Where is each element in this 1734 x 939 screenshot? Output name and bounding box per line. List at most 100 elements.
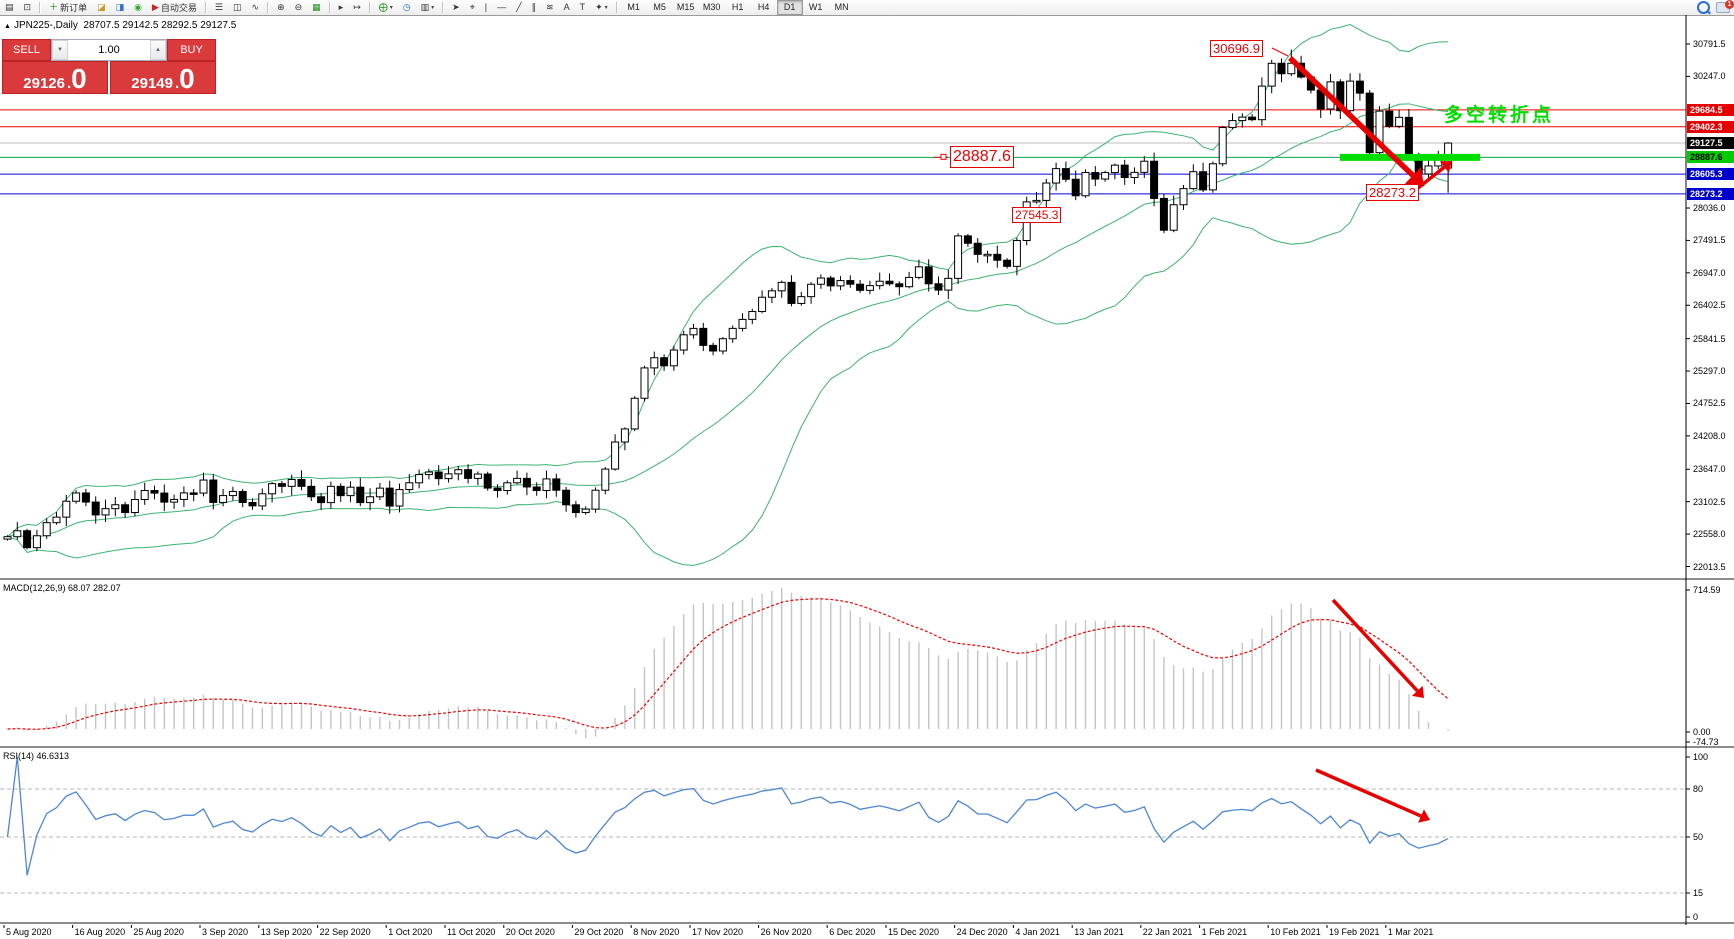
timeframe-d1[interactable]: D1 [776, 0, 803, 15]
timeframe-h1[interactable]: H1 [731, 2, 744, 12]
rsi-axis-label: 50 [1693, 832, 1704, 842]
new-order-button[interactable]: ＋新订单 [45, 0, 91, 15]
date-axis-label[interactable]: 5 Aug 2020 [6, 927, 52, 937]
timeframe-m15[interactable]: M15 [676, 2, 695, 12]
date-axis-label[interactable]: 25 Aug 2020 [133, 927, 184, 937]
bar-chart-icon[interactable]: ☰ [211, 0, 227, 15]
volume-input[interactable] [68, 40, 150, 60]
date-axis-label[interactable]: 29 Oct 2020 [574, 927, 624, 937]
templates-icon: ▥ [420, 2, 430, 12]
date-axis-label[interactable]: 17 Nov 2020 [692, 927, 744, 937]
volume-up-button[interactable]: ▲ [150, 40, 166, 60]
cursor-icon[interactable]: ➤ [448, 0, 464, 15]
date-axis-label[interactable]: 6 Dec 2020 [829, 927, 876, 937]
chart-styler-icon: ◪ [97, 2, 106, 12]
line-chart-icon[interactable]: ∿ [248, 0, 264, 15]
timeframe-mn[interactable]: MN [834, 2, 849, 12]
ohlc-values: 28707.5 29142.5 28292.5 29127.5 [83, 20, 237, 31]
date-axis-label[interactable]: 26 Nov 2020 [760, 927, 812, 937]
text-icon[interactable]: A [560, 0, 574, 15]
minor-price-label[interactable]: 27545.3 [1012, 207, 1062, 223]
date-axis-label[interactable]: 22 Jan 2021 [1142, 927, 1193, 937]
timeframe-m30[interactable]: M30 [702, 2, 721, 12]
collapse-arrow-icon[interactable]: ▲ [4, 23, 11, 30]
date-axis-label[interactable]: 24 Dec 2020 [956, 927, 1008, 937]
date-axis-label[interactable]: 20 Oct 2020 [505, 927, 555, 937]
profiles-icon[interactable]: ◨ [112, 0, 129, 15]
date-axis-label[interactable]: 4 Jan 2021 [1015, 927, 1060, 937]
peak-price-label[interactable]: 30696.9 [1210, 40, 1263, 57]
date-axis-label[interactable]: 11 Oct 2020 [447, 927, 496, 937]
add-indicator-icon[interactable]: ⨁ ▾ [375, 0, 397, 15]
search-icon[interactable] [1697, 1, 1710, 14]
notifications-icon[interactable]: 1 [1716, 0, 1734, 13]
zoom-in-icon[interactable]: ⊕ [273, 0, 289, 15]
date-axis-label[interactable]: 19 Feb 2021 [1329, 927, 1380, 937]
chart-window-icon[interactable]: ▤ [1, 0, 18, 15]
horizontal-line-icon[interactable]: ― [493, 0, 510, 15]
print-preview-icon[interactable]: ⊡ [20, 0, 36, 15]
time-periods-icon[interactable]: ◷ [399, 0, 415, 15]
price-axis-label: 28036.0 [1693, 203, 1726, 214]
channel-icon[interactable]: ∥ [528, 0, 541, 15]
price-axis-label: 24208.0 [1693, 430, 1726, 441]
shapes-icon: ✦ [595, 2, 603, 12]
date-axis-label[interactable]: 13 Sep 2020 [260, 927, 312, 937]
sell-price-big-digit: 0 [71, 63, 87, 94]
low-price-label[interactable]: 28273.2 [1366, 184, 1419, 201]
candlestick-chart-icon[interactable]: ◫ [229, 0, 246, 15]
templates-icon[interactable]: ▥ ▾ [417, 0, 439, 15]
support-price-label[interactable]: 28887.6 [950, 146, 1014, 168]
sell-button[interactable]: SELL [2, 39, 51, 61]
dropdown-caret-icon: ▾ [431, 5, 435, 11]
print-preview-icon: ⊡ [23, 2, 32, 12]
one-click-trading-panel: SELL ▼ ▲ BUY 29126.0 29149.0 [2, 39, 216, 94]
crosshair-icon[interactable]: ⌖ [466, 0, 479, 15]
text-label-icon[interactable]: T [576, 0, 590, 15]
date-axis-label[interactable]: 1 Mar 2021 [1387, 927, 1434, 937]
chart-styler-icon[interactable]: ◪ [93, 0, 110, 15]
add-indicator-icon: ⨁ [378, 2, 388, 12]
price-level-badge: 28887.6 [1687, 151, 1734, 164]
toolbar: ▤ ⊡ ＋新订单 ◪ ◨ ◉ ▶ 自动交易 ☰ ◫ ∿ ⊕ ⊖ ▦ ▸ ↦ ⨁ ▾ ◷ ▥ ▾ ➤ ⌖ | ― ╱ ∥ ≋ A T ✦ ▾ M1… [0, 0, 1734, 16]
buy-price[interactable]: 29149. 0 [110, 61, 216, 94]
autotrading-button[interactable]: ▶ 自动交易 [148, 0, 201, 15]
date-axis-label[interactable]: 1 Oct 2020 [388, 927, 433, 937]
price-axis-label: 25297.0 [1693, 366, 1726, 377]
buy-button[interactable]: BUY [167, 39, 216, 61]
fibonacci-icon[interactable]: ≋ [542, 0, 558, 15]
date-axis-label[interactable]: 13 Jan 2021 [1074, 927, 1124, 937]
trendline-icon[interactable]: ╱ [512, 0, 525, 15]
auto-scroll-icon[interactable]: ▸ [335, 0, 348, 15]
date-axis-label[interactable]: 15 Dec 2020 [888, 927, 940, 937]
sell-price[interactable]: 29126. 0 [2, 61, 108, 94]
macd-axis-label: 714.59 [1693, 585, 1721, 595]
chart-shift-icon[interactable]: ↦ [349, 0, 365, 15]
price-axis-label: 24752.5 [1693, 398, 1726, 409]
vertical-line-icon[interactable]: | [481, 0, 491, 15]
signal-icon[interactable]: ◉ [130, 0, 146, 15]
zoom-out-icon[interactable]: ⊖ [291, 0, 307, 15]
tile-windows-icon[interactable]: ▦ [308, 0, 325, 15]
volume-down-button[interactable]: ▼ [52, 40, 68, 60]
date-axis-label[interactable]: 1 Feb 2021 [1201, 927, 1248, 937]
price-axis-label: 26947.0 [1693, 267, 1726, 278]
date-axis-label[interactable]: 22 Sep 2020 [319, 927, 371, 937]
date-axis-label[interactable]: 10 Feb 2021 [1270, 927, 1321, 937]
timeframe-m5[interactable]: M5 [653, 2, 666, 12]
timeframe-m1[interactable]: M1 [627, 2, 640, 12]
shapes-icon[interactable]: ✦ ▾ [591, 0, 612, 15]
price-axis-label: 22013.5 [1693, 561, 1726, 572]
timeframe-w1[interactable]: W1 [808, 2, 823, 12]
macd-axis-label: 0.00 [1693, 727, 1711, 737]
zoom-in-icon: ⊕ [277, 2, 285, 12]
date-axis-label[interactable]: 3 Sep 2020 [202, 927, 249, 937]
turning-point-note: 多空转折点 [1444, 105, 1555, 126]
date-axis-label[interactable]: 16 Aug 2020 [74, 927, 126, 937]
line-chart-icon: ∿ [251, 2, 260, 12]
timeframe-h4[interactable]: H4 [757, 2, 770, 12]
date-axis-label[interactable]: 8 Nov 2020 [633, 927, 680, 937]
price-axis-label: 23647.0 [1693, 464, 1726, 475]
